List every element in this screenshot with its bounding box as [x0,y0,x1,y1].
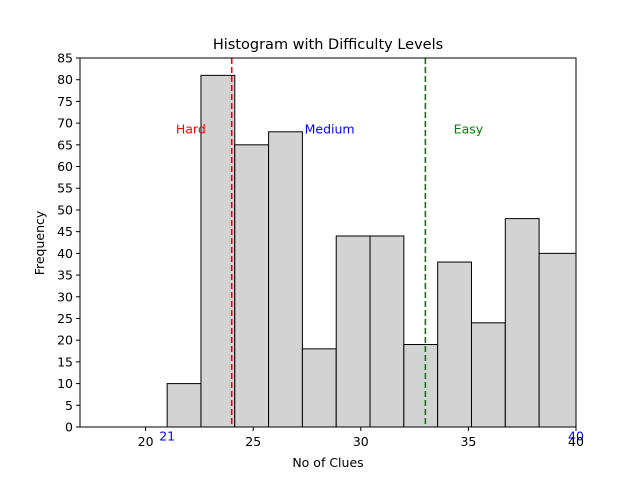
y-tick-label: 35 [57,268,73,283]
y-axis-label: Frequency [32,210,47,275]
histogram-bar [470,322,506,428]
x-tick-label: 35 [460,434,476,449]
x-axis-label: No of Clues [292,455,363,470]
y-tick-label: 85 [57,51,73,66]
x-tick-label: 40 [568,434,584,449]
histogram-bar [166,383,202,428]
x-tick-label: 20 [138,434,154,449]
y-tick-label: 10 [57,376,73,391]
histogram-bar [403,344,439,428]
annotation-label: Hard [176,122,206,137]
histogram-bar [268,131,303,428]
annotation-label: Medium [305,122,355,137]
y-tick-label: 75 [57,94,73,109]
histogram-bar [335,235,371,428]
y-tick-label: 25 [57,311,73,326]
histogram-bar [538,252,577,428]
y-tick-label: 20 [57,333,73,348]
y-tick-label: 40 [57,246,73,261]
histogram-bar [200,74,236,428]
y-tick-label: 5 [65,398,73,413]
y-tick-label: 65 [57,137,73,152]
histogram-bars [166,74,577,428]
x-axis-ticks: 20 25 30 35 40 [138,427,584,449]
x-tick-label: 25 [245,434,261,449]
y-tick-label: 50 [57,202,73,217]
annotation-label: 21 [159,429,175,444]
y-tick-label: 55 [57,181,73,196]
y-tick-label: 60 [57,159,73,174]
y-axis-ticks: 0 5 10 15 20 25 30 35 40 45 50 55 60 65 70 75 80 85 [57,51,80,435]
annotation-label: Easy [454,122,484,137]
y-tick-label: 0 [65,420,73,435]
histogram-bar [234,144,270,428]
y-tick-label: 30 [57,289,73,304]
y-tick-label: 70 [57,116,73,131]
y-tick-label: 15 [57,354,73,369]
histogram-bar [301,348,337,428]
x-tick-label: 30 [353,434,369,449]
annotation-label: 40 [568,429,584,444]
y-tick-label: 45 [57,224,73,239]
histogram-bar [369,235,405,428]
annotations: Hard Medium Easy 21 40 [159,122,584,444]
histogram-bar [437,261,472,428]
histogram-bar [504,218,540,428]
chart-title: Histogram with Difficulty Levels [213,37,443,53]
y-tick-label: 80 [57,72,73,87]
plot-frame [79,57,577,428]
threshold-lines [230,58,427,427]
